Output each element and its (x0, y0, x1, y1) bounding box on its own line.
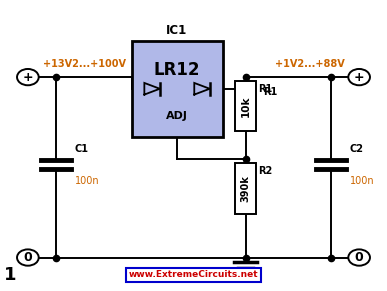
Text: R1: R1 (263, 87, 277, 97)
Text: IC1: IC1 (166, 24, 187, 37)
Text: 100n: 100n (75, 176, 99, 186)
Bar (132, 41, 223, 137)
Text: C2: C2 (349, 144, 363, 154)
Text: R1: R1 (259, 84, 272, 94)
Text: +1V2...+88V: +1V2...+88V (275, 59, 344, 69)
Text: +: + (22, 71, 33, 84)
Text: 0: 0 (24, 251, 32, 264)
Text: 10k: 10k (244, 95, 253, 117)
Text: 0: 0 (355, 251, 363, 264)
Text: C1: C1 (75, 144, 89, 154)
Text: 1: 1 (4, 266, 16, 284)
Text: 100n: 100n (349, 176, 374, 186)
Bar (235, 81, 257, 131)
Text: R2: R2 (259, 166, 272, 176)
Text: 10k: 10k (241, 95, 251, 117)
Text: ADJ: ADJ (166, 111, 188, 121)
Text: +: + (354, 71, 365, 84)
Bar (235, 163, 257, 214)
Text: LR12: LR12 (154, 61, 200, 79)
Text: www.ExtremeCircuits.net: www.ExtremeCircuits.net (129, 271, 258, 279)
Text: +13V2...+100V: +13V2...+100V (43, 59, 125, 69)
Text: 390k: 390k (241, 175, 251, 202)
